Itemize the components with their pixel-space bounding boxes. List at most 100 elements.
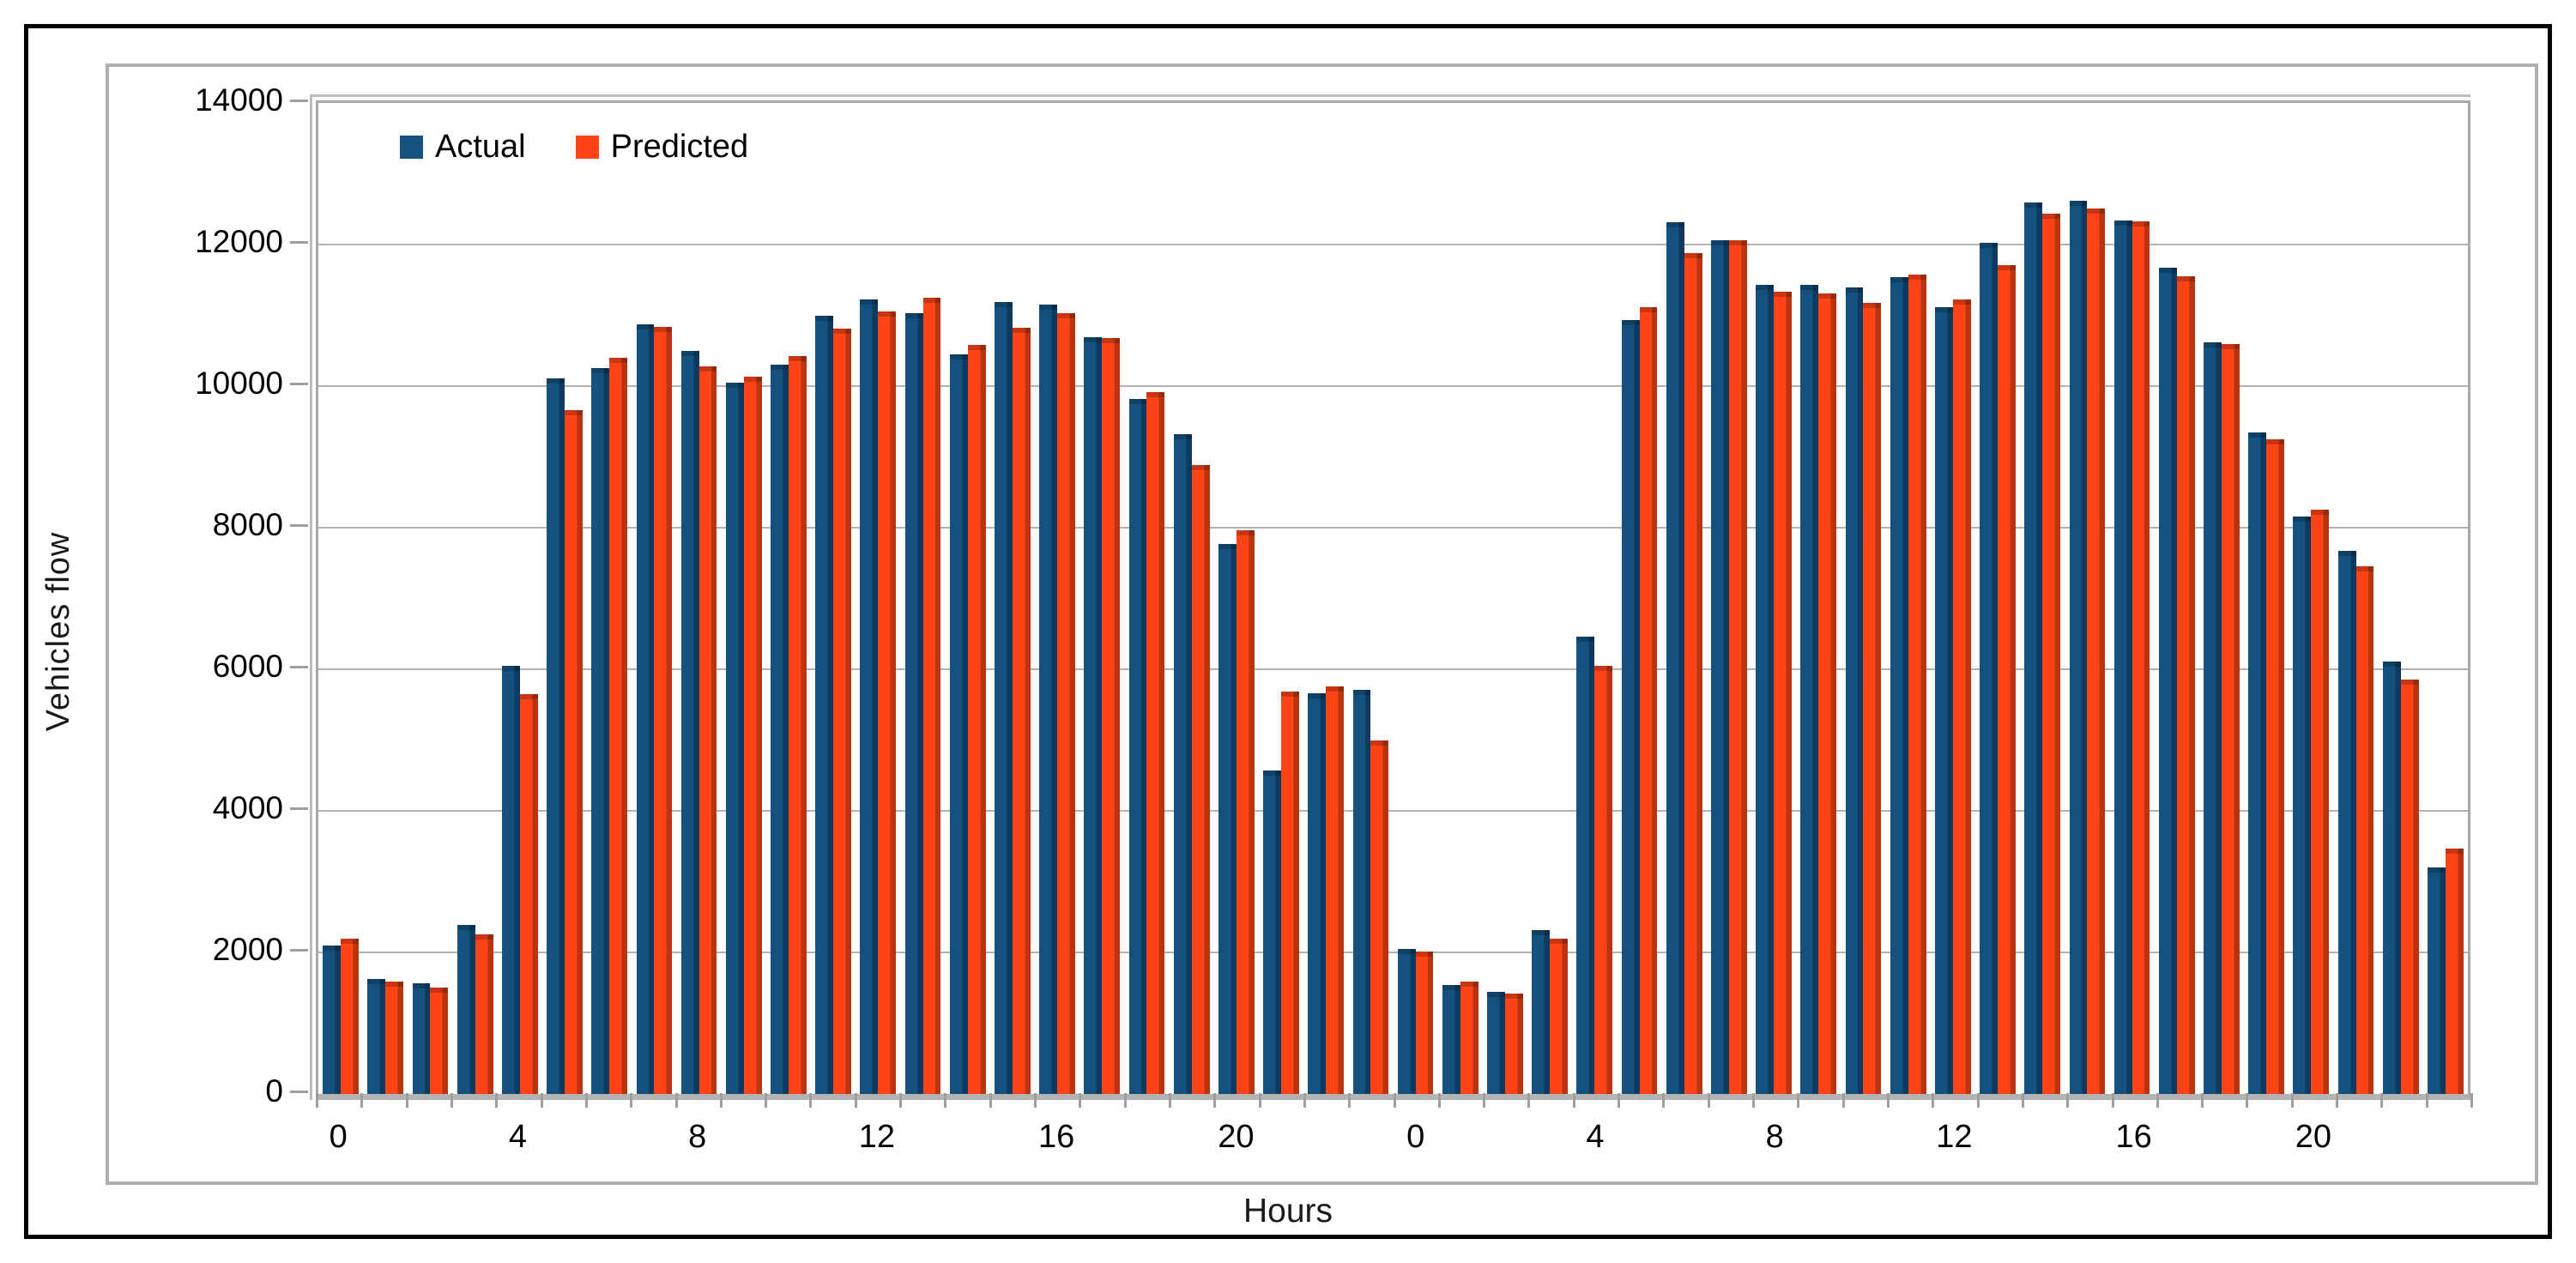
- y-tick-mark: [290, 807, 308, 810]
- legend-swatch-icon: [575, 136, 599, 159]
- hour-slot: [318, 103, 363, 1094]
- x-tick-mark: [1303, 1093, 1306, 1108]
- bar-predicted-h9-day1: [743, 377, 762, 1094]
- bar-predicted-h17-day1: [1102, 337, 1121, 1094]
- x-tick-mark: [495, 1093, 499, 1108]
- hour-slot: [1438, 103, 1483, 1094]
- x-tick-label: 0: [1406, 1119, 1425, 1155]
- hour-slot: [1483, 103, 1527, 1094]
- hour-slot: [2333, 103, 2378, 1094]
- bar-actual-h11-day2: [1890, 276, 1908, 1094]
- gridline: [318, 668, 2468, 670]
- x-tick-mark: [1258, 1093, 1261, 1108]
- x-tick-mark: [1034, 1093, 1037, 1108]
- y-tick-mark: [290, 383, 308, 385]
- bar-actual-h6-day1: [591, 368, 610, 1094]
- bar-actual-h23-day1: [1352, 689, 1371, 1094]
- bar-actual-h13-day2: [1980, 243, 1999, 1094]
- hour-slot: [1707, 103, 1751, 1094]
- bar-actual-h18-day1: [1128, 398, 1147, 1094]
- x-tick-mark: [1213, 1093, 1217, 1108]
- x-tick-mark: [1797, 1093, 1800, 1108]
- x-tick-mark: [1976, 1093, 1980, 1108]
- y-tick-label: 6000: [212, 649, 283, 684]
- hour-slot: [2199, 103, 2244, 1094]
- x-tick-label: 0: [329, 1119, 348, 1155]
- gridline: [318, 810, 2468, 812]
- bar-actual-h14-day1: [949, 354, 968, 1094]
- bar-predicted-h12-day2: [1952, 299, 1971, 1094]
- hour-slot: [766, 103, 811, 1094]
- y-tick-label: 2000: [212, 932, 283, 967]
- bar-actual-h19-day2: [2248, 432, 2267, 1094]
- bar-actual-h12-day1: [860, 299, 879, 1094]
- x-tick-mark: [809, 1093, 813, 1108]
- x-tick-mark: [2021, 1093, 2024, 1108]
- hour-slot: [722, 103, 766, 1094]
- hour-slot: [1170, 103, 1214, 1094]
- bar-actual-h8-day2: [1756, 285, 1775, 1094]
- y-tick-mark: [290, 949, 308, 952]
- hour-slot: [1617, 103, 1661, 1094]
- x-axis-tick-labels: 0 4 8 12 16 20 0 4 8 12 16 20: [316, 1119, 2470, 1162]
- x-axis-ticks: [316, 1093, 2473, 1109]
- hour-slot: [1751, 103, 1796, 1094]
- hour-slot: [542, 103, 587, 1094]
- bar-predicted-h7-day1: [654, 326, 673, 1094]
- hour-slot: [2379, 103, 2423, 1094]
- x-tick-mark: [316, 1093, 318, 1108]
- x-tick-mark: [405, 1093, 408, 1108]
- y-axis-tick-labels: 0 2000 4000 6000 8000 10000 12000 14000: [109, 82, 283, 1109]
- y-tick-mark: [290, 100, 308, 102]
- bar-actual-h7-day2: [1711, 240, 1729, 1094]
- y-tick-mark: [290, 666, 308, 668]
- x-tick-mark: [1618, 1093, 1621, 1108]
- bar-actual-h0-day2: [1397, 948, 1416, 1094]
- bar-predicted-h13-day1: [922, 297, 941, 1094]
- bar-actual-h1-day1: [367, 979, 386, 1094]
- y-tick-label: 12000: [195, 224, 283, 259]
- bar-actual-h22-day1: [1308, 693, 1327, 1094]
- x-tick-mark: [1707, 1093, 1710, 1108]
- hour-slot: [1662, 103, 1707, 1094]
- bar-actual-h17-day2: [2158, 268, 2177, 1094]
- bar-actual-h20-day2: [2293, 516, 2312, 1094]
- x-tick-mark: [1662, 1093, 1666, 1108]
- hour-slot: [453, 103, 498, 1094]
- x-tick-mark: [674, 1093, 678, 1108]
- bar-actual-h12-day2: [1934, 306, 1953, 1094]
- bar-actual-h15-day1: [995, 301, 1013, 1094]
- x-tick-mark: [2290, 1093, 2294, 1108]
- y-tick-mark: [290, 524, 308, 527]
- gridline: [318, 385, 2468, 387]
- hour-slot: [1841, 103, 1885, 1094]
- bar-predicted-h2-day2: [1504, 993, 1523, 1094]
- bar-actual-h23-day2: [2428, 867, 2446, 1094]
- x-tick-label: 8: [688, 1119, 707, 1155]
- hour-slot: [856, 103, 900, 1094]
- bar-predicted-h16-day1: [1057, 313, 1075, 1094]
- x-tick-label: 20: [2295, 1119, 2332, 1155]
- gridline: [318, 527, 2468, 529]
- hour-slot: [1303, 103, 1348, 1094]
- hour-slot: [587, 103, 632, 1094]
- x-tick-mark: [2156, 1093, 2159, 1108]
- x-tick-mark: [854, 1093, 857, 1108]
- hour-slot: [900, 103, 945, 1094]
- bar-predicted-h3-day1: [475, 934, 493, 1094]
- bar-predicted-h21-day1: [1281, 692, 1299, 1094]
- bars-container: [318, 103, 2468, 1094]
- bar-predicted-h2-day1: [430, 988, 449, 1094]
- bar-actual-h8-day1: [680, 350, 699, 1094]
- bar-predicted-h23-day2: [2445, 848, 2464, 1094]
- x-tick-mark: [1841, 1093, 1845, 1108]
- hour-slot: [2155, 103, 2199, 1094]
- bar-predicted-h10-day2: [1863, 303, 1882, 1094]
- hour-slot: [2244, 103, 2289, 1094]
- bar-predicted-h21-day2: [2355, 565, 2374, 1094]
- bar-actual-h13-day1: [904, 313, 923, 1094]
- bar-predicted-h22-day1: [1326, 686, 1345, 1094]
- hour-slot: [408, 103, 452, 1094]
- hour-slot: [363, 103, 408, 1094]
- hour-slot: [1796, 103, 1841, 1094]
